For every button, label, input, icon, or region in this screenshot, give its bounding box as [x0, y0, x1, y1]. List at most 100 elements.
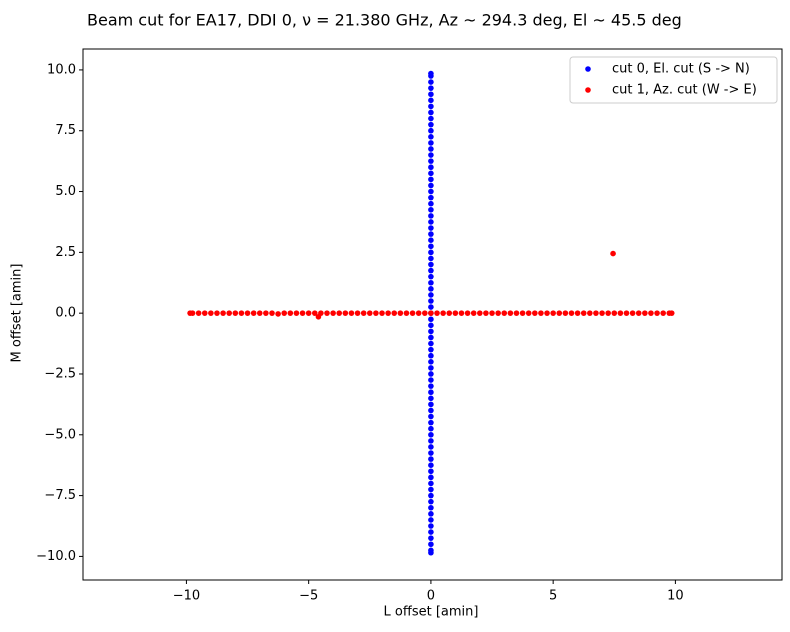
scatter-point	[610, 250, 616, 257]
scatter-point	[281, 310, 288, 316]
scatter-point	[428, 304, 434, 310]
scatter-point	[434, 310, 440, 316]
scatter-point	[428, 389, 434, 396]
scatter-point	[660, 310, 666, 316]
scatter-point	[519, 310, 526, 316]
scatter-point	[428, 431, 434, 438]
scatter-point	[330, 310, 336, 316]
scatter-point	[287, 310, 294, 316]
legend-label: cut 1, Az. cut (W -> E)	[612, 83, 757, 98]
scatter-point	[428, 316, 434, 323]
scatter-point	[617, 310, 624, 316]
y-axis-label: M offset [amin]	[10, 264, 25, 363]
scatter-point	[315, 314, 322, 320]
scatter-point	[226, 310, 233, 316]
scatter-point	[385, 310, 391, 316]
scatter-point	[348, 310, 355, 316]
scatter-point	[428, 158, 434, 164]
scatter-point	[428, 359, 434, 365]
scatter-point	[428, 146, 434, 152]
scatter-point	[580, 310, 587, 316]
legend-box	[569, 56, 778, 104]
scatter-point	[428, 91, 434, 98]
scatter-point	[428, 547, 434, 554]
scatter-point	[428, 444, 434, 450]
scatter-point	[428, 523, 434, 529]
scatter-point	[428, 310, 434, 316]
scatter-point	[428, 70, 434, 77]
scatter-point	[428, 182, 434, 189]
scatter-point	[446, 310, 453, 316]
scatter-point	[397, 310, 404, 316]
scatter-point	[648, 310, 654, 316]
scatter-point	[562, 310, 569, 316]
scatter-point	[428, 352, 434, 359]
scatter-point	[214, 310, 220, 316]
scatter-point	[428, 249, 434, 256]
scatter-point	[428, 511, 434, 517]
scatter-point	[428, 517, 434, 523]
scatter-point	[421, 310, 428, 316]
scatter-point	[629, 310, 636, 316]
scatter-point	[428, 121, 434, 128]
y-tick-label: 5.0	[55, 184, 76, 199]
scatter-point	[366, 310, 373, 316]
y-tick-label: −5.0	[44, 427, 76, 442]
scatter-point	[428, 474, 434, 481]
scatter-point	[623, 310, 630, 316]
scatter-point	[428, 200, 434, 207]
scatter-point	[568, 310, 575, 316]
scatter-point	[428, 170, 434, 177]
scatter-point	[525, 310, 532, 316]
scatter-point	[336, 310, 343, 316]
scatter-point	[428, 462, 434, 468]
legend-marker	[585, 66, 591, 72]
scatter-point	[428, 419, 434, 426]
scatter-point	[483, 310, 489, 316]
scatter-point	[428, 231, 434, 237]
scatter-point	[373, 310, 379, 316]
scatter-point	[574, 310, 581, 316]
scatter-point	[208, 310, 214, 316]
scatter-point	[428, 438, 434, 444]
scatter-point	[458, 310, 465, 316]
scatter-point	[189, 310, 196, 316]
scatter-point	[428, 292, 434, 298]
scatter-point	[428, 450, 434, 456]
scatter-point	[635, 310, 642, 316]
scatter-point	[428, 492, 434, 499]
scatter-point	[668, 310, 675, 316]
scatter-point	[428, 456, 434, 462]
scatter-point	[507, 310, 514, 316]
scatter-point	[324, 310, 330, 316]
scatter-point	[428, 194, 434, 201]
scatter-point	[428, 498, 434, 505]
scatter-point	[428, 529, 434, 535]
scatter-point	[428, 206, 434, 213]
scatter-point	[311, 310, 318, 316]
x-tick-label: 5	[549, 589, 557, 604]
scatter-point	[428, 115, 434, 122]
scatter-point	[599, 310, 605, 316]
scatter-point	[464, 310, 471, 316]
scatter-point	[428, 219, 434, 225]
scatter-point	[428, 213, 434, 219]
scatter-point	[428, 334, 434, 341]
scatter-point	[452, 310, 459, 316]
scatter-point	[428, 371, 434, 377]
scatter-point	[428, 127, 434, 134]
scatter-point	[428, 176, 434, 183]
scatter-point	[428, 267, 434, 274]
scatter-point	[428, 261, 434, 268]
scatter-point	[428, 273, 434, 280]
scatter-point	[269, 310, 275, 316]
scatter-point	[428, 188, 434, 195]
scatter-point	[256, 310, 263, 316]
y-tick-label: −10.0	[36, 549, 76, 564]
scatter-point	[428, 395, 434, 402]
scatter-point	[379, 310, 385, 316]
scatter-point	[201, 310, 208, 316]
scatter-point	[428, 279, 434, 286]
scatter-point	[550, 310, 556, 316]
scatter-point	[611, 310, 618, 316]
